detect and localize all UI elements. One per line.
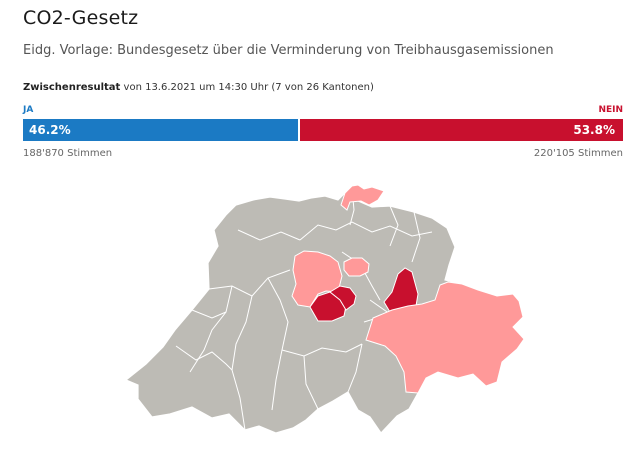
canton-zug[interactable] (343, 257, 370, 277)
yes-votes: 188'870 Stimmen (23, 148, 113, 159)
canton-graubuenden[interactable] (365, 281, 525, 394)
no-bar: 53.8% (300, 119, 623, 141)
canton-schaffhausen[interactable] (340, 184, 385, 211)
page-title: CO2-Gesetz (23, 7, 139, 29)
page-subtitle: Eidg. Vorlage: Bundesgesetz über die Ver… (23, 43, 554, 58)
yes-bar: 46.2% (23, 119, 301, 141)
status-line: Zwischenresultat von 13.6.2021 um 14:30 … (23, 82, 374, 93)
status-detail: von 13.6.2021 um 14:30 Uhr (7 von 26 Kan… (123, 82, 374, 93)
yes-percent: 46.2% (29, 123, 71, 137)
status-label: Zwischenresultat (23, 82, 121, 93)
canton-nidwalden[interactable] (329, 285, 357, 311)
no-votes: 220'105 Stimmen (533, 148, 623, 159)
no-percent: 53.8% (573, 123, 615, 137)
yes-label: JA (23, 105, 34, 115)
no-label: NEIN (598, 105, 623, 115)
result-bar: 46.2% 53.8% (23, 119, 623, 141)
canton-luzern[interactable] (291, 250, 343, 308)
counted-cantons (291, 184, 525, 394)
